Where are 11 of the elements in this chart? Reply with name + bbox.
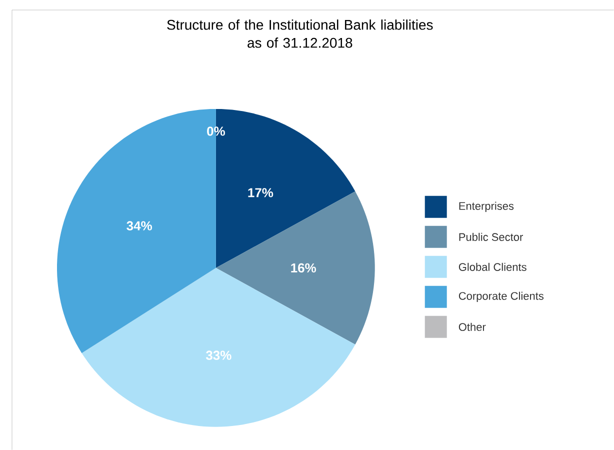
data-label: 33% xyxy=(206,350,232,360)
legend-label: Public Sector xyxy=(459,232,523,241)
data-label: 16% xyxy=(291,263,316,272)
legend-label: Enterprises xyxy=(459,202,514,212)
data-label: 34% xyxy=(126,221,152,230)
chart-title: Structure of the Institutional Bank liabilities as of 31.12.2018 xyxy=(167,20,433,48)
data-label: 17% xyxy=(248,188,274,198)
legend-label: Corporate Clients xyxy=(458,292,544,302)
legend-label: Other xyxy=(458,322,486,331)
legend-label: Global Clients xyxy=(458,262,526,271)
text: 0% xyxy=(207,126,225,136)
